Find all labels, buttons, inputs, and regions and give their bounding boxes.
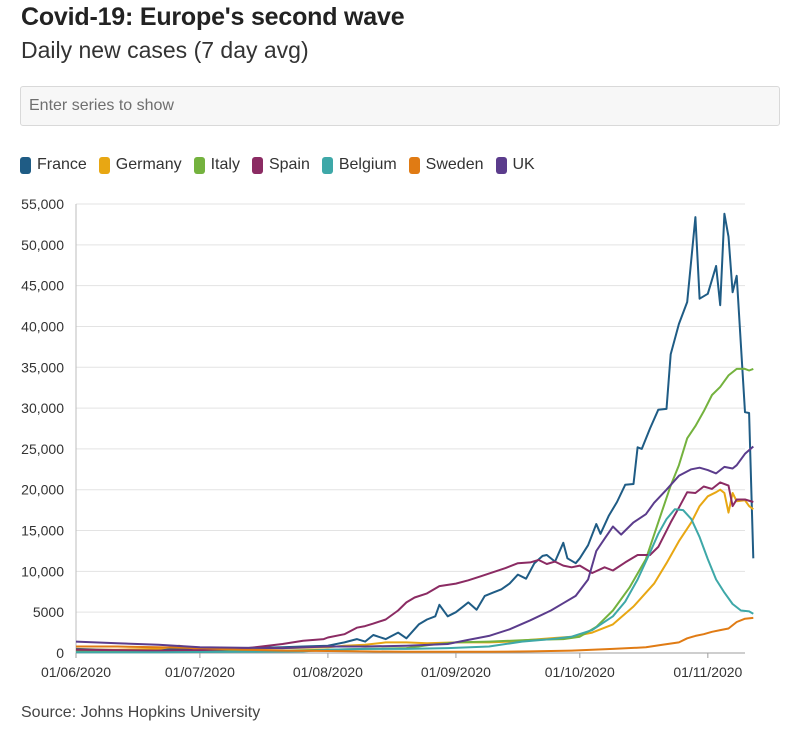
legend-item-belgium[interactable]: Belgium [321, 156, 397, 174]
y-tick-label: 20,000 [21, 482, 64, 498]
x-tick-label: 01/10/2020 [545, 664, 615, 680]
legend-swatch-icon [193, 156, 205, 174]
legend-swatch-icon [251, 156, 263, 174]
legend-item-uk[interactable]: UK [495, 156, 535, 174]
legend-label: UK [512, 156, 535, 173]
legend-label: Germany [115, 156, 182, 173]
chart-subtitle: Daily new cases (7 day avg) [21, 37, 309, 63]
series-line-france[interactable] [75, 212, 755, 652]
series-line-italy[interactable] [76, 367, 754, 653]
series-line-germany[interactable] [76, 488, 754, 651]
legend-item-france[interactable]: France [20, 156, 87, 174]
x-tick-label: 01/08/2020 [293, 664, 363, 680]
x-tick-label: 01/07/2020 [165, 664, 235, 680]
x-tick-label: 01/06/2020 [41, 664, 111, 680]
y-tick-label: 0 [56, 645, 64, 661]
legend-item-italy[interactable]: Italy [193, 156, 240, 174]
legend-label: Spain [268, 156, 310, 173]
x-tick-label: 01/09/2020 [421, 664, 491, 680]
y-tick-label: 30,000 [21, 400, 64, 416]
gridlines [76, 203, 745, 654]
x-tick-label: 01/11/2020 [673, 664, 742, 680]
series-line-uk[interactable] [75, 445, 754, 650]
legend-item-sweden[interactable]: Sweden [408, 156, 484, 174]
y-tick-label: 25,000 [21, 441, 64, 457]
legend-item-germany[interactable]: Germany [98, 156, 182, 174]
y-tick-label: 55,000 [21, 196, 64, 212]
legend-label: France [37, 156, 87, 173]
legend-label: Belgium [338, 156, 397, 173]
legend-label: Sweden [425, 156, 484, 173]
chart-title: Covid-19: Europe's second wave [21, 3, 405, 31]
y-tick-label: 15,000 [21, 523, 64, 539]
source-note: Source: Johns Hopkins University [21, 704, 261, 721]
series-line-sweden[interactable] [76, 616, 754, 653]
series-lines [75, 212, 755, 654]
series-search-input[interactable] [20, 86, 780, 126]
legend-swatch-icon [321, 156, 333, 174]
series-line-spain[interactable] [75, 481, 754, 652]
y-tick-label: 10,000 [21, 563, 64, 579]
legend: France Germany Italy Spain Belgium Sweden UK [20, 156, 547, 174]
legend-swatch-icon [20, 156, 31, 174]
legend-item-spain[interactable]: Spain [251, 156, 310, 174]
legend-label: Italy [210, 156, 240, 173]
y-tick-label: 40,000 [21, 318, 64, 334]
legend-swatch-icon [408, 156, 420, 174]
y-tick-label: 50,000 [21, 237, 64, 253]
line-chart: 0 5000 10,000 15,000 20,000 25,000 30,000 35,00… [21, 196, 755, 680]
y-tick-label: 35,000 [21, 359, 64, 375]
series-line-belgium[interactable] [76, 508, 754, 654]
legend-swatch-icon [98, 156, 110, 174]
x-axis: 01/06/2020 01/07/2020 01/08/2020 01/09/2020… [41, 653, 743, 680]
legend-swatch-icon [495, 156, 507, 174]
y-tick-label: 5000 [33, 604, 64, 620]
y-tick-label: 45,000 [21, 278, 64, 294]
y-axis: 0 5000 10,000 15,000 20,000 25,000 30,000 35,00… [21, 196, 77, 661]
